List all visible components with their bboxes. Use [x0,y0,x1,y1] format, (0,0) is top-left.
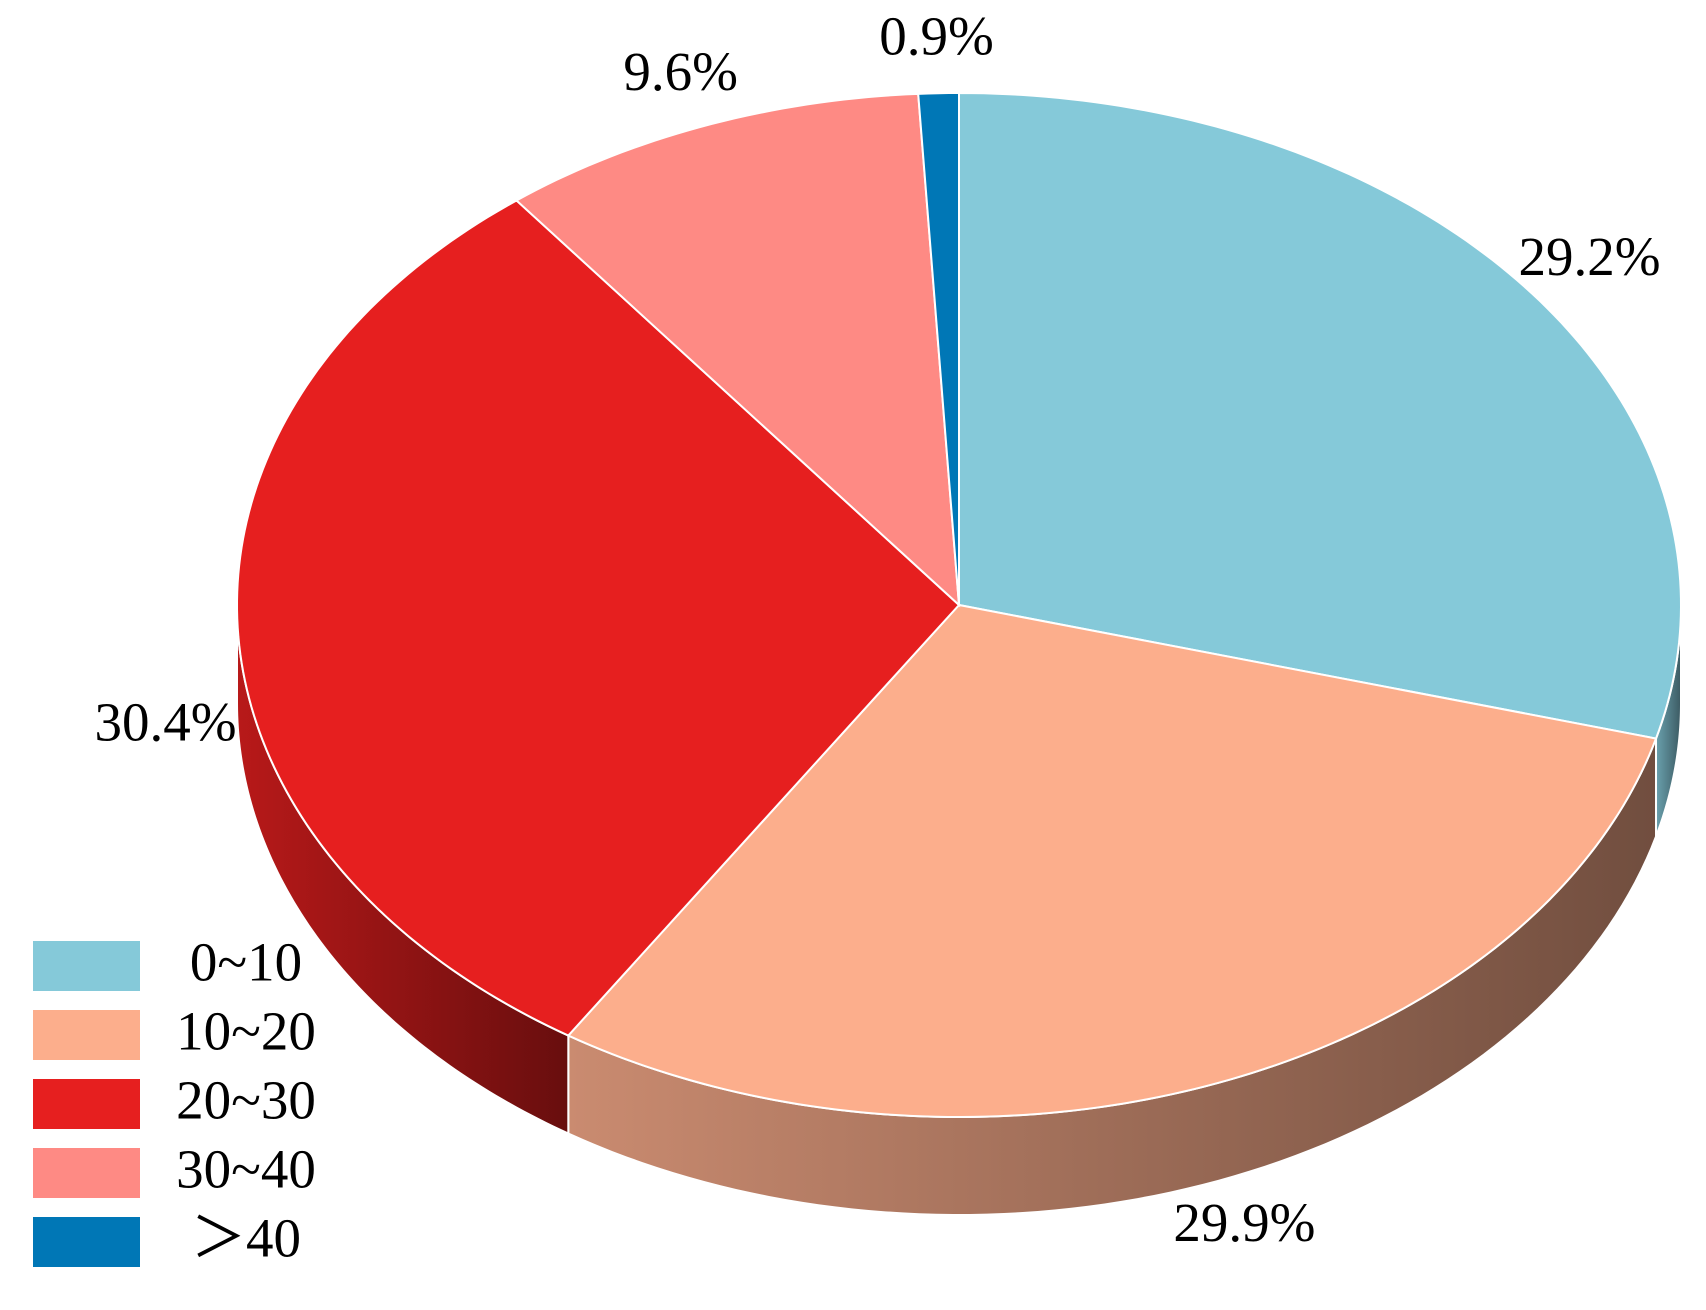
slice [958,91,1682,740]
data-label: 29.2% [1519,226,1661,287]
legend-label: 0~10 [190,932,302,993]
data-label: 30.4% [95,691,237,752]
slice [514,92,961,608]
legend-swatch [33,1148,140,1198]
legend-swatch [33,1079,140,1129]
legend-swatch [33,941,140,991]
legend-swatch [33,1217,140,1267]
slice [566,603,1658,1119]
legend-label: 30~40 [176,1139,316,1200]
legend-label: ＞40 [191,1208,301,1269]
legend-swatch [33,1010,140,1060]
data-label: 29.9% [1173,1192,1315,1253]
slice [236,199,961,1037]
data-label: 0.9% [879,6,994,67]
slice [917,91,960,606]
legend-label: 10~20 [176,1001,316,1062]
legend-label: 20~30 [176,1070,316,1131]
data-label: 9.6% [623,41,738,102]
